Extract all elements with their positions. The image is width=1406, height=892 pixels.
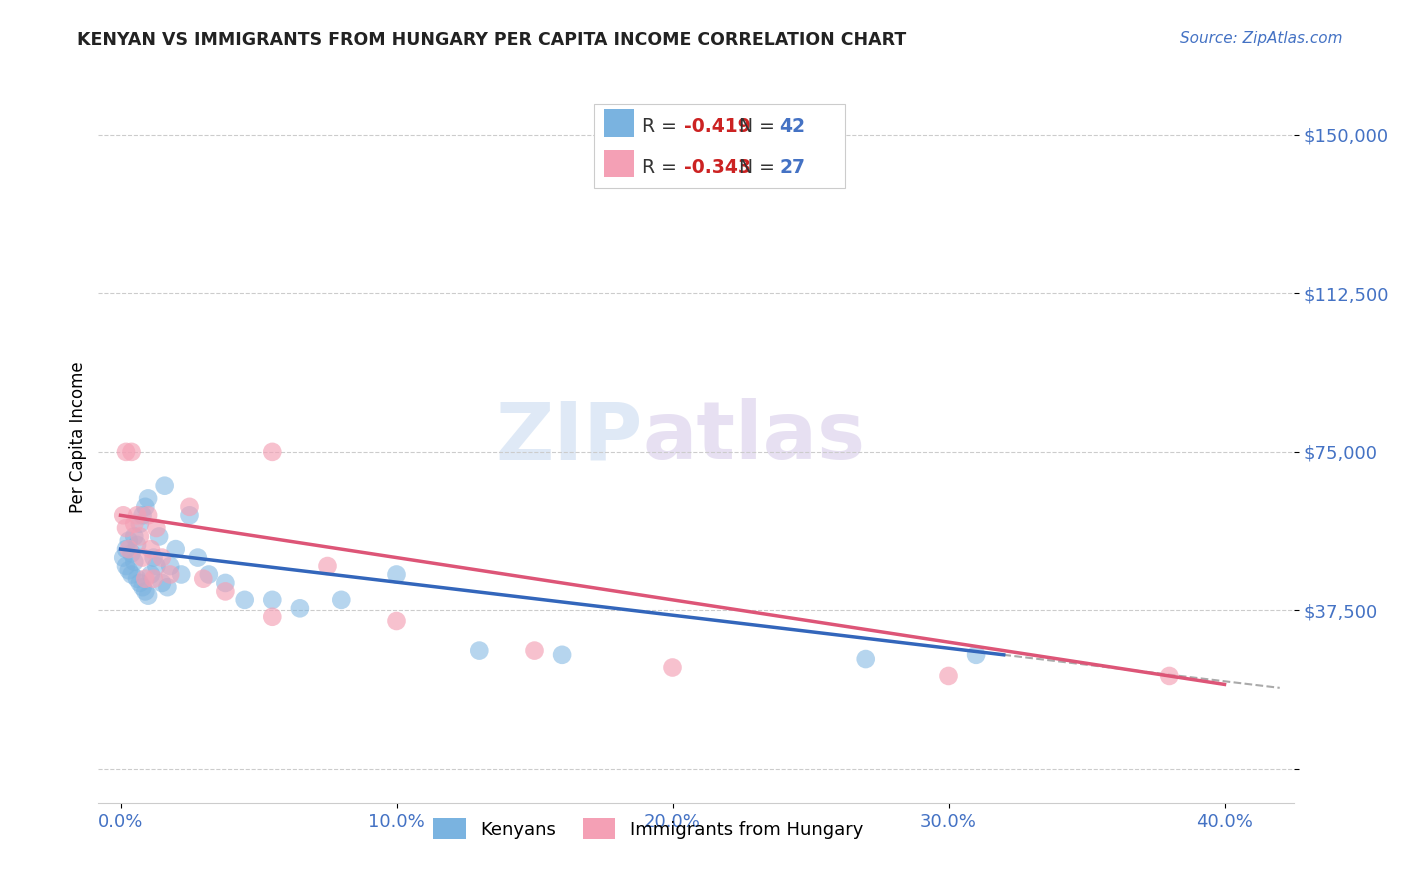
Point bbox=[125, 508, 148, 523]
Point bbox=[1159, 669, 1181, 683]
Point bbox=[150, 576, 173, 591]
Point bbox=[551, 648, 574, 662]
Point bbox=[118, 542, 141, 557]
Point bbox=[131, 580, 153, 594]
Point bbox=[131, 550, 153, 565]
Point bbox=[128, 529, 150, 543]
Text: atlas: atlas bbox=[643, 398, 865, 476]
Point bbox=[131, 508, 153, 523]
Point bbox=[128, 516, 150, 531]
Point bbox=[124, 555, 146, 569]
Point bbox=[136, 491, 159, 506]
Point bbox=[468, 643, 491, 657]
Point bbox=[125, 538, 148, 552]
FancyBboxPatch shape bbox=[595, 104, 845, 188]
Point bbox=[136, 589, 159, 603]
Point bbox=[262, 609, 284, 624]
Point bbox=[262, 592, 284, 607]
Point bbox=[118, 563, 141, 577]
Point bbox=[187, 550, 209, 565]
Point bbox=[142, 572, 165, 586]
Point bbox=[112, 550, 135, 565]
Point bbox=[385, 567, 408, 582]
Point bbox=[214, 576, 236, 591]
Point bbox=[134, 500, 156, 514]
Point bbox=[523, 643, 546, 657]
Point bbox=[145, 559, 167, 574]
Point bbox=[115, 542, 138, 557]
Bar bbox=[605, 110, 634, 137]
Text: 42: 42 bbox=[779, 118, 806, 136]
Text: -0.419: -0.419 bbox=[685, 118, 751, 136]
Text: 27: 27 bbox=[779, 158, 806, 177]
Point bbox=[134, 572, 156, 586]
Point bbox=[142, 550, 165, 565]
Point bbox=[165, 542, 187, 557]
Point bbox=[938, 669, 960, 683]
Point bbox=[193, 572, 215, 586]
Point bbox=[121, 546, 143, 560]
Point bbox=[139, 567, 162, 582]
Point bbox=[125, 572, 148, 586]
Point bbox=[121, 445, 143, 459]
Point bbox=[159, 567, 181, 582]
Point bbox=[156, 580, 179, 594]
Point bbox=[330, 592, 353, 607]
Point bbox=[316, 559, 339, 574]
Point bbox=[150, 550, 173, 565]
Point bbox=[385, 614, 408, 628]
Point bbox=[134, 584, 156, 599]
Point bbox=[145, 521, 167, 535]
Point bbox=[159, 559, 181, 574]
Point bbox=[124, 529, 146, 543]
Text: N =: N = bbox=[740, 158, 780, 177]
Text: Source: ZipAtlas.com: Source: ZipAtlas.com bbox=[1180, 31, 1343, 46]
Point bbox=[153, 479, 176, 493]
Text: ZIP: ZIP bbox=[495, 398, 643, 476]
Point bbox=[115, 445, 138, 459]
Point bbox=[124, 516, 146, 531]
Point bbox=[233, 592, 256, 607]
Point bbox=[121, 567, 143, 582]
Point bbox=[128, 576, 150, 591]
Point bbox=[170, 567, 193, 582]
Point bbox=[179, 508, 201, 523]
Point bbox=[112, 508, 135, 523]
Point bbox=[179, 500, 201, 514]
Point bbox=[136, 508, 159, 523]
Point bbox=[139, 542, 162, 557]
Legend: Kenyans, Immigrants from Hungary: Kenyans, Immigrants from Hungary bbox=[426, 811, 870, 847]
Text: R =: R = bbox=[643, 158, 683, 177]
Text: R =: R = bbox=[643, 118, 683, 136]
Point bbox=[198, 567, 221, 582]
Text: N =: N = bbox=[740, 118, 780, 136]
Point bbox=[148, 529, 170, 543]
Point bbox=[118, 533, 141, 548]
Point bbox=[214, 584, 236, 599]
Point bbox=[965, 648, 987, 662]
Point bbox=[115, 521, 138, 535]
Point bbox=[661, 660, 683, 674]
Y-axis label: Per Capita Income: Per Capita Income bbox=[69, 361, 87, 513]
Text: -0.343: -0.343 bbox=[685, 158, 751, 177]
Text: KENYAN VS IMMIGRANTS FROM HUNGARY PER CAPITA INCOME CORRELATION CHART: KENYAN VS IMMIGRANTS FROM HUNGARY PER CA… bbox=[77, 31, 907, 49]
Bar bbox=[605, 150, 634, 178]
Point bbox=[262, 445, 284, 459]
Point bbox=[855, 652, 877, 666]
Point bbox=[115, 559, 138, 574]
Point bbox=[288, 601, 311, 615]
